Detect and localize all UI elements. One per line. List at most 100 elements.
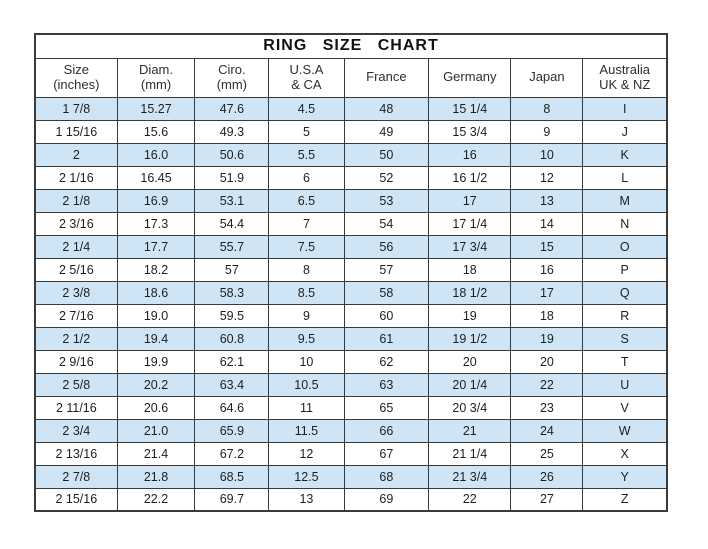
header-subline: (mm) — [216, 76, 248, 92]
header-subline: (mm) — [140, 76, 172, 92]
table-cell: 51.9 — [194, 165, 270, 190]
table-cell: 2 1/2 — [34, 326, 118, 351]
column-header-japan: Japan — [510, 57, 584, 98]
table-cell: 20.6 — [116, 395, 196, 420]
table-row: 1 15/16 15.6 49.3 5 49 15 3/4 9 J — [34, 119, 668, 144]
table-cell: 22.2 — [116, 487, 196, 512]
table-cell: 21.8 — [116, 464, 196, 489]
table-cell: 18.2 — [116, 257, 196, 282]
table-cell: 63 — [343, 372, 430, 397]
table-cell: 17 1/4 — [428, 211, 512, 236]
table-cell: 17.3 — [116, 211, 196, 236]
table-cell: 16.0 — [116, 142, 196, 167]
table-cell: 68 — [343, 464, 430, 489]
table-row: 2 5/8 20.2 63.4 10.5 63 20 1/4 22 U — [34, 372, 668, 397]
table-cell: 69.7 — [194, 487, 270, 512]
table-cell: 1 7/8 — [34, 96, 118, 121]
table-cell: 11.5 — [268, 418, 345, 443]
table-row: 1 7/8 15.27 47.6 4.5 48 15 1/4 8 I — [34, 96, 668, 121]
header-subline: UK & NZ — [599, 76, 651, 92]
table-cell: 21 3/4 — [428, 464, 512, 489]
table-cell: N — [582, 211, 668, 236]
column-header-diameter-mm: Diam. (mm) — [116, 57, 196, 98]
table-cell: 48 — [343, 96, 430, 121]
table-cell: 58.3 — [194, 280, 270, 305]
table-cell: 18 — [428, 257, 512, 282]
table-cell: 6.5 — [268, 188, 345, 213]
table-cell: 4.5 — [268, 96, 345, 121]
table-cell: 61 — [343, 326, 430, 351]
table-cell: 64.6 — [194, 395, 270, 420]
table-cell: 16 1/2 — [428, 165, 512, 190]
chart-title: RING SIZE CHART — [34, 33, 668, 59]
table-body: 1 7/8 15.27 47.6 4.5 48 15 1/4 8 I 1 15/16 15.6 49… — [34, 96, 668, 512]
table-cell: 19 — [428, 303, 512, 328]
table-cell: 57 — [343, 257, 430, 282]
table-cell: 65 — [343, 395, 430, 420]
table-cell: 10 — [268, 349, 345, 374]
table-cell: S — [582, 326, 668, 351]
header-line: Diam. — [139, 61, 173, 77]
table-cell: 67.2 — [194, 441, 270, 466]
table-cell: O — [582, 234, 668, 259]
table-cell: 16.9 — [116, 188, 196, 213]
table-cell: 20 — [428, 349, 512, 374]
header-line: France — [366, 69, 407, 85]
table-cell: 2 13/16 — [34, 441, 118, 466]
table-cell: 2 5/8 — [34, 372, 118, 397]
table-cell: 62 — [343, 349, 430, 374]
column-header-france: France — [343, 57, 430, 98]
table-cell: 2 3/16 — [34, 211, 118, 236]
table-cell: 9.5 — [268, 326, 345, 351]
table-cell: 20 3/4 — [428, 395, 512, 420]
table-row: 2 3/16 17.3 54.4 7 54 17 1/4 14 N — [34, 211, 668, 236]
header-line: Japan — [529, 69, 565, 85]
table-cell: 59.5 — [194, 303, 270, 328]
column-header-usa-ca: U.S.A & CA — [268, 57, 345, 98]
table-cell: 5 — [268, 119, 345, 144]
table-cell: 8 — [510, 96, 584, 121]
table-cell: 7 — [268, 211, 345, 236]
table-cell: 7.5 — [268, 234, 345, 259]
table-cell: M — [582, 188, 668, 213]
table-cell: 20 1/4 — [428, 372, 512, 397]
table-cell: P — [582, 257, 668, 282]
table-row: 2 11/16 20.6 64.6 11 65 20 3/4 23 V — [34, 395, 668, 420]
table-cell: 53 — [343, 188, 430, 213]
table-cell: 24 — [510, 418, 584, 443]
table-cell: I — [582, 96, 668, 121]
ring-size-table: RING SIZE CHART Size (inches) Diam. (mm)… — [34, 33, 668, 512]
table-cell: 12 — [510, 165, 584, 190]
table-cell: 2 1/16 — [34, 165, 118, 190]
column-header-size-inches: Size (inches) — [34, 57, 118, 98]
table-cell: 2 15/16 — [34, 487, 118, 512]
table-cell: Z — [582, 487, 668, 512]
table-cell: X — [582, 441, 668, 466]
table-cell: 21.0 — [116, 418, 196, 443]
table-cell: 60.8 — [194, 326, 270, 351]
table-cell: 2 9/16 — [34, 349, 118, 374]
table-cell: 2 7/16 — [34, 303, 118, 328]
table-cell: 15.6 — [116, 119, 196, 144]
table-cell: 49 — [343, 119, 430, 144]
table-cell: 9 — [268, 303, 345, 328]
table-row: 2 13/16 21.4 67.2 12 67 21 1/4 25 X — [34, 441, 668, 466]
header-row: Size (inches) Diam. (mm) Ciro. (mm) U.S.… — [34, 57, 668, 98]
table-cell: 13 — [268, 487, 345, 512]
table-row: 2 1/8 16.9 53.1 6.5 53 17 13 M — [34, 188, 668, 213]
table-cell: 52 — [343, 165, 430, 190]
table-cell: 22 — [428, 487, 512, 512]
table-cell: 17 — [510, 280, 584, 305]
table-cell: 12 — [268, 441, 345, 466]
table-cell: 18.6 — [116, 280, 196, 305]
table-cell: 63.4 — [194, 372, 270, 397]
table-cell: 26 — [510, 464, 584, 489]
header-subline: (inches) — [53, 76, 100, 92]
table-cell: 19 — [510, 326, 584, 351]
table-cell: 17 3/4 — [428, 234, 512, 259]
table-row: 2 3/4 21.0 65.9 11.5 66 21 24 W — [34, 418, 668, 443]
header-line: U.S.A — [289, 61, 324, 77]
table-cell: 20.2 — [116, 372, 196, 397]
table-row: 2 15/16 22.2 69.7 13 69 22 27 Z — [34, 487, 668, 512]
table-cell: J — [582, 119, 668, 144]
